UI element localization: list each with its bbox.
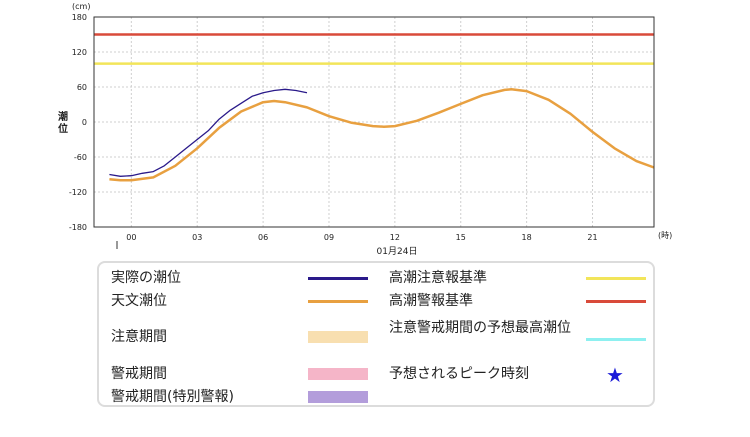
legend-label: 注意警戒期間の予想最高潮位 <box>389 320 571 336</box>
x-tick-label: 12 <box>390 233 400 242</box>
y-axis-label: 潮位 <box>58 110 68 135</box>
y-tick-label: 60 <box>77 83 87 92</box>
legend-label: 注意期間 <box>111 329 167 345</box>
legend-label: 高潮注意報基準 <box>389 270 487 286</box>
legend-line-swatch <box>308 300 368 303</box>
observed-tide-line <box>109 88 308 177</box>
x-tick-label: 06 <box>258 233 268 242</box>
tide-chart: -180 -120 -60 0 60 120 180 00 03 06 09 12 15 18 21 (cm… <box>58 2 672 257</box>
legend: 実際の潮位天文潮位注意期間警戒期間警戒期間(特別警報) 高潮注意報基準 高潮警報基準… <box>97 261 655 407</box>
tick-labels: -180 -120 -60 0 60 120 180 00 03 06 09 12 15 18 21 <box>69 13 598 242</box>
series-lines <box>109 88 655 182</box>
x-unit-label: (時) <box>658 231 672 240</box>
legend-line-swatch <box>586 300 646 303</box>
legend-label: 警戒期間(特別警報) <box>111 389 234 405</box>
x-tick-label: 00 <box>126 233 136 242</box>
x-tick-label: 18 <box>522 233 532 242</box>
y-tick-label: 180 <box>72 13 87 22</box>
x-tick-label: 03 <box>192 233 202 242</box>
legend-band-swatch <box>308 331 368 343</box>
legend-label: 天文潮位 <box>111 293 167 309</box>
x-tick-label: 15 <box>456 233 466 242</box>
date-label: 01月24日 <box>377 246 418 257</box>
y-unit-label: (cm) <box>72 2 90 11</box>
legend-line-swatch <box>586 277 646 280</box>
reference-lines <box>94 33 654 65</box>
y-tick-label: -180 <box>69 223 87 232</box>
legend-label: 警戒期間 <box>111 366 167 382</box>
y-tick-label: -120 <box>69 188 87 197</box>
grid <box>94 16 654 228</box>
legend-label: 高潮警報基準 <box>389 293 473 309</box>
x-tick-label: 21 <box>587 233 597 242</box>
peak-star-icon: ★ <box>606 363 624 387</box>
y-tick-label: 0 <box>82 118 87 127</box>
legend-band-swatch <box>308 368 368 380</box>
plot-frame <box>93 16 655 228</box>
legend-line-swatch <box>586 338 646 341</box>
legend-label: 予想されるピーク時刻 <box>389 366 529 382</box>
legend-line-swatch <box>308 277 368 280</box>
y-tick-label: -60 <box>74 153 87 162</box>
astronomical-tide-line <box>109 88 655 182</box>
legend-label: 実際の潮位 <box>111 270 181 286</box>
x-tick-label: 09 <box>324 233 334 242</box>
y-tick-label: 120 <box>72 48 87 57</box>
legend-band-swatch <box>308 391 368 403</box>
